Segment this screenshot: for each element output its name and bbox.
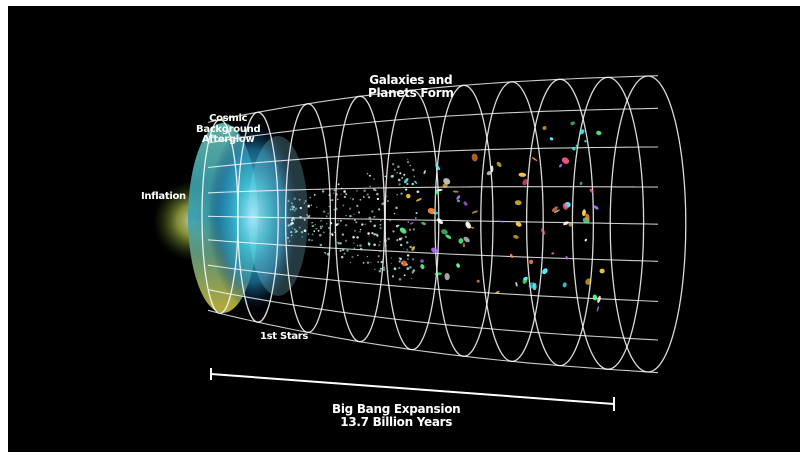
galaxies-planets-label: Galaxies and Planets Form bbox=[368, 74, 454, 99]
grid-line bbox=[207, 186, 659, 194]
big-bang-label-line-1: Big Bang Expansion bbox=[332, 402, 461, 416]
first-stars-label: 1st Stars bbox=[260, 331, 309, 342]
cosmic-label-line-2: Background bbox=[196, 123, 261, 135]
universe-timeline-diagram: Galaxies and Planets Form Cosmic Backgro… bbox=[8, 6, 800, 452]
grid-line bbox=[207, 309, 659, 374]
grid-line bbox=[207, 289, 659, 341]
grid-line bbox=[207, 215, 659, 225]
timeline-bar bbox=[210, 368, 615, 411]
big-bang-label-line-2: 13.7 Billion Years bbox=[340, 414, 453, 429]
galaxies-label-line-2: Planets Form bbox=[368, 85, 454, 100]
big-bang-expansion-label: Big Bang Expansion 13.7 Billion Years bbox=[332, 402, 461, 429]
cosmic-label-line-3: Afterglow bbox=[201, 134, 255, 145]
grid-line bbox=[207, 239, 659, 262]
expansion-funnel-graphic bbox=[153, 75, 687, 411]
galaxies-cluster bbox=[399, 121, 605, 312]
galaxies-label-line-1: Galaxies and bbox=[369, 73, 453, 87]
inflation-label: Inflation bbox=[141, 191, 186, 202]
grid-line bbox=[207, 75, 659, 123]
cosmic-background-label: Cosmic Background Afterglow bbox=[196, 113, 261, 146]
grid-line bbox=[207, 264, 659, 302]
cosmic-label-line-1: Cosmic bbox=[209, 113, 248, 124]
first-stars-particles bbox=[287, 158, 418, 281]
grid-line bbox=[207, 146, 658, 169]
grid-line bbox=[207, 107, 659, 144]
